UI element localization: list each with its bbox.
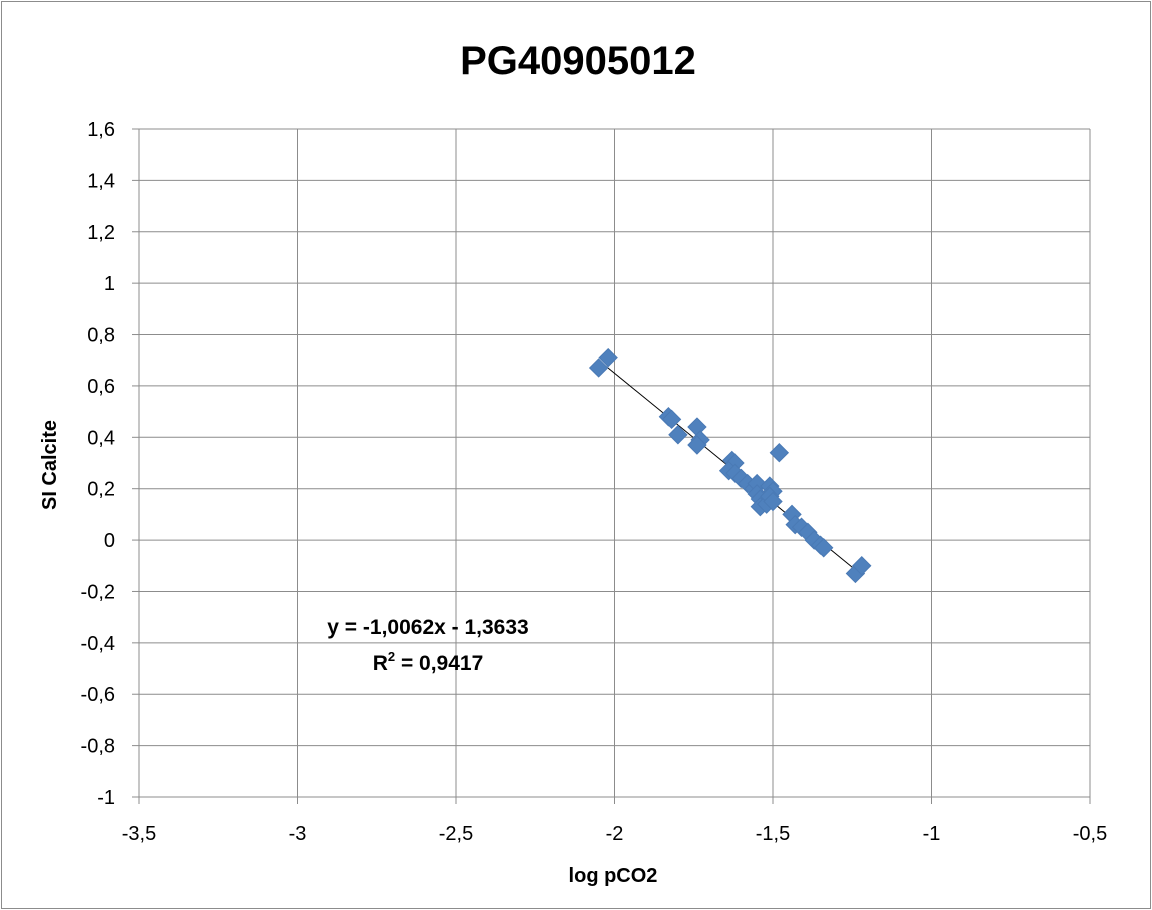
r-squared-label: R2 = 0,9417 [373,649,484,675]
r-squared-value: = 0,9417 [395,652,483,675]
y-tick-label: 0,2 [87,479,115,501]
chart-title: PG40905012 [460,39,696,83]
y-axis-title: SI Calcite [39,420,61,510]
y-tick-label: 1,2 [87,222,115,244]
y-tick-label: -0,4 [81,633,115,655]
data-points [588,347,872,584]
y-tick-label: 1 [104,273,115,295]
x-axis-title: log pCO2 [569,865,658,887]
data-point [668,425,688,445]
x-tick-labels: -3,5 -3 -2,5 -2 -1,5 -1 -0,5 [122,823,1107,845]
r-squared-superscript: 2 [388,649,395,664]
y-tick-label: 0 [104,530,115,552]
x-tick-label: -2 [606,823,624,845]
r-squared-prefix: R [373,652,388,675]
data-point [598,347,618,368]
trendline-equation: y = -1,0062x - 1,3633 [327,616,528,639]
y-tick-label: 1,6 [87,119,115,141]
data-point [661,409,682,430]
y-tick-label: -0,8 [81,736,115,758]
data-point [852,556,872,576]
x-tick-label: -0,5 [1073,823,1107,845]
data-point [763,491,783,512]
x-tick-label: -2,5 [439,823,473,845]
y-tick-label: 0,8 [87,325,115,347]
data-point [588,358,609,378]
x-tick-label: -3 [289,823,307,845]
grid [138,128,1091,798]
y-tick-label: -0,2 [81,581,115,603]
y-tick-label: -1 [97,787,115,809]
data-point [687,435,707,455]
axes [132,128,1091,804]
y-tick-label: 0,6 [87,376,115,398]
y-tick-labels: -1 -0,8 -0,6 -0,4 -0,2 0 0,2 0,4 0,6 0,8 1 1,2 1,4 1,… [81,119,115,809]
data-point [814,538,834,558]
x-tick-label: -1 [923,823,941,845]
x-tick-label: -1,5 [756,823,790,845]
x-tick-label: -3,5 [122,823,156,845]
y-tick-label: 1,4 [87,170,115,192]
y-tick-label: 0,4 [87,427,115,449]
y-tick-label: -0,6 [81,684,115,706]
data-point [769,443,790,463]
